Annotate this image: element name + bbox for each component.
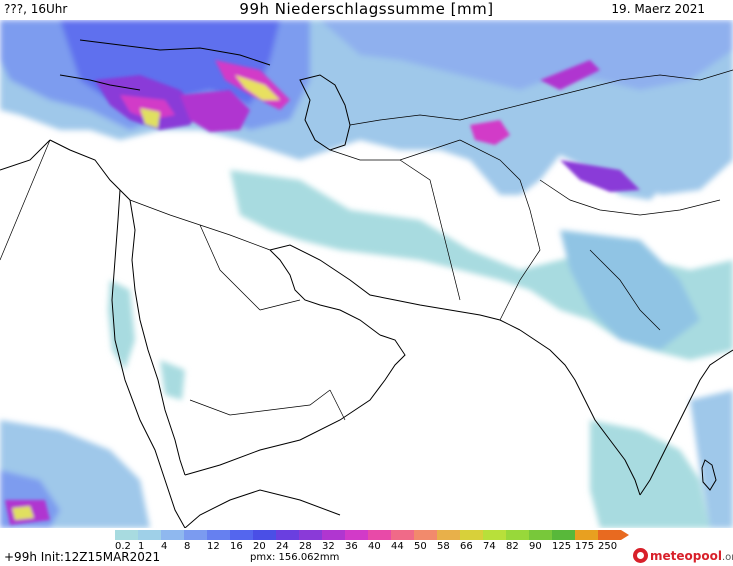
legend-color-swatch [230, 530, 253, 540]
legend-color-swatch [253, 530, 276, 540]
legend-tick-label: 20 [253, 541, 266, 552]
legend-color-swatch [368, 530, 391, 540]
legend-tick-label: 82 [506, 541, 519, 552]
legend-color-swatch [345, 530, 368, 540]
precipitation-cores [5, 60, 640, 525]
forecast-date: 19. Maerz 2021 [611, 2, 705, 16]
legend-color-swatch [322, 530, 345, 540]
legend-color-swatch [276, 530, 299, 540]
legend-tick-label: 40 [368, 541, 381, 552]
legend-tick-label: 50 [414, 541, 427, 552]
legend-tick-label: 4 [161, 541, 168, 552]
legend-tick-label: 125 [552, 541, 572, 552]
legend-color-swatch [184, 530, 207, 540]
location-time-label: ???, 16Uhr [4, 2, 68, 16]
precipitation-map [0, 20, 733, 528]
legend-color-swatch [460, 530, 483, 540]
logo-name: meteopool [650, 548, 722, 563]
legend-color-swatch [598, 530, 621, 540]
legend-tick-label: 66 [460, 541, 473, 552]
map-title: 99h Niederschlagssumme [mm] [239, 0, 494, 18]
borders [0, 39, 733, 528]
legend-tick-label: 58 [437, 541, 450, 552]
legend-tick-label: 16 [230, 541, 243, 552]
legend-tick-label: 90 [529, 541, 542, 552]
legend-color-swatch [575, 530, 598, 540]
legend-color-swatch [506, 530, 529, 540]
legend-color-swatch [161, 530, 184, 540]
legend-tick-label: 12 [207, 541, 220, 552]
precipitation-legend-bar [115, 530, 629, 540]
precipitation-field [0, 20, 733, 528]
legend-tick-label: 24 [276, 541, 289, 552]
max-precip-label: pmx: 156.062mm [250, 552, 340, 563]
legend-arrow [621, 530, 629, 540]
legend-color-swatch [529, 530, 552, 540]
meteopool-logo-icon [633, 548, 648, 563]
legend-tick-label: 44 [391, 541, 404, 552]
legend-tick-label: 1 [138, 541, 145, 552]
header: ???, 16Uhr 99h Niederschlagssumme [mm] 1… [0, 0, 733, 20]
legend-color-swatch [414, 530, 437, 540]
legend-color-swatch [391, 530, 414, 540]
legend-color-swatch [483, 530, 506, 540]
legend-tick-label: 28 [299, 541, 312, 552]
legend-color-swatch [552, 530, 575, 540]
legend-color-swatch [138, 530, 161, 540]
meteopool-logo[interactable]: meteopool.org [633, 548, 733, 563]
legend-tick-label: 32 [322, 541, 335, 552]
legend-color-swatch [299, 530, 322, 540]
legend-tick-label: 36 [345, 541, 358, 552]
legend-color-swatch [207, 530, 230, 540]
legend-tick-label: 0.2 [115, 541, 131, 552]
legend-tick-label: 74 [483, 541, 496, 552]
legend-color-swatch [437, 530, 460, 540]
legend-tick-label: 8 [184, 541, 191, 552]
logo-suffix: .org [721, 551, 733, 563]
forecast-init-label: +99h Init:12Z15MAR2021 [4, 550, 161, 564]
legend-tick-label: 250 [598, 541, 618, 552]
legend-tick-label: 175 [575, 541, 595, 552]
legend-color-swatch [115, 530, 138, 540]
